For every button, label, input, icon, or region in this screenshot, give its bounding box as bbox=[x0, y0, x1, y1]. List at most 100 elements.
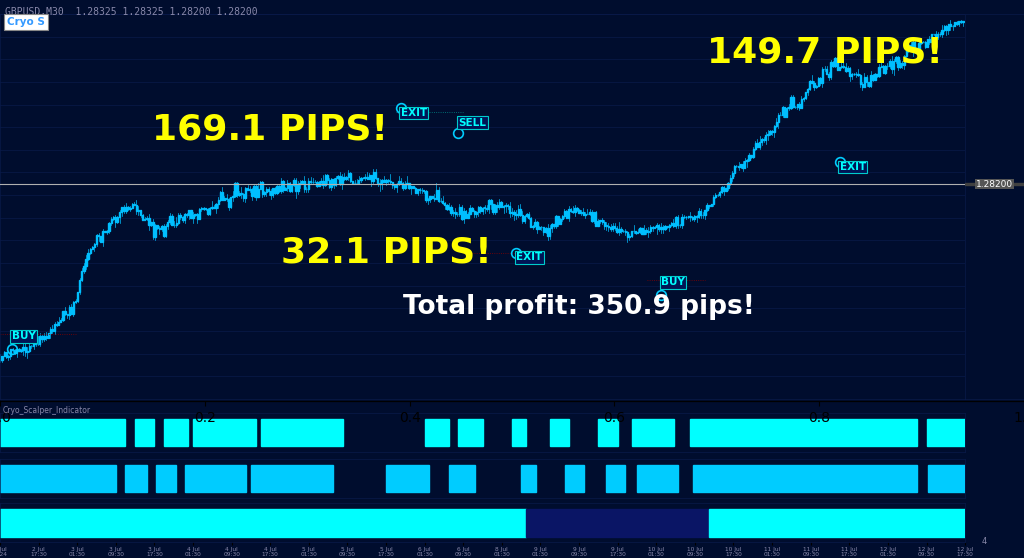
Bar bbox=[297, 184, 299, 191]
Bar bbox=[325, 175, 326, 185]
Bar bbox=[449, 207, 450, 209]
Bar bbox=[782, 108, 783, 115]
Bar bbox=[543, 227, 544, 232]
Bar bbox=[945, 26, 947, 30]
Text: Cryo S: Cryo S bbox=[7, 17, 45, 27]
Bar bbox=[425, 418, 449, 446]
Bar bbox=[389, 181, 391, 182]
Bar bbox=[459, 418, 482, 446]
Bar bbox=[943, 26, 945, 30]
Bar bbox=[830, 62, 831, 76]
Bar bbox=[153, 222, 154, 237]
Bar bbox=[537, 222, 538, 229]
Bar bbox=[524, 216, 525, 222]
Bar bbox=[705, 210, 706, 215]
Bar bbox=[303, 181, 305, 189]
Bar bbox=[323, 181, 324, 185]
Bar bbox=[272, 188, 273, 195]
Bar bbox=[291, 185, 292, 191]
Bar bbox=[815, 86, 817, 87]
Bar bbox=[301, 181, 303, 183]
Bar bbox=[553, 224, 555, 226]
Bar bbox=[144, 219, 145, 220]
Bar bbox=[285, 188, 286, 190]
Bar bbox=[100, 236, 101, 242]
Text: SELL: SELL bbox=[459, 118, 486, 128]
Bar bbox=[67, 314, 68, 315]
Bar bbox=[499, 201, 500, 206]
Bar bbox=[572, 210, 573, 212]
Bar bbox=[442, 201, 443, 203]
Bar bbox=[411, 186, 412, 188]
Bar bbox=[429, 196, 431, 199]
Bar bbox=[45, 335, 47, 338]
Bar bbox=[73, 302, 74, 314]
Text: BUY: BUY bbox=[662, 277, 685, 287]
Bar bbox=[136, 205, 137, 211]
Bar bbox=[259, 182, 261, 189]
Bar bbox=[919, 44, 920, 52]
Bar bbox=[23, 347, 24, 350]
Bar bbox=[419, 189, 420, 190]
Bar bbox=[239, 193, 240, 195]
Bar bbox=[833, 62, 834, 66]
Text: EXIT: EXIT bbox=[516, 252, 543, 262]
Bar bbox=[671, 223, 672, 225]
Bar bbox=[383, 180, 385, 182]
Bar bbox=[142, 214, 143, 220]
Bar bbox=[209, 208, 211, 214]
Bar bbox=[398, 181, 399, 184]
Bar bbox=[826, 69, 827, 74]
Bar bbox=[828, 74, 829, 76]
Bar bbox=[761, 138, 762, 142]
Bar bbox=[96, 235, 97, 244]
Bar bbox=[14, 350, 15, 353]
Bar bbox=[62, 311, 63, 320]
Bar bbox=[610, 228, 611, 229]
Bar bbox=[126, 464, 146, 492]
Bar bbox=[579, 210, 580, 213]
Bar bbox=[820, 78, 821, 84]
Bar bbox=[339, 176, 341, 184]
Bar bbox=[89, 249, 91, 253]
Bar bbox=[3, 353, 5, 356]
Bar bbox=[637, 464, 678, 492]
Bar bbox=[793, 97, 794, 107]
Bar bbox=[400, 181, 401, 183]
Bar bbox=[94, 244, 95, 247]
Bar bbox=[740, 164, 741, 167]
Bar bbox=[253, 186, 255, 196]
Text: EXIT: EXIT bbox=[840, 162, 866, 172]
Bar bbox=[50, 329, 51, 333]
Bar bbox=[859, 75, 861, 84]
Bar bbox=[857, 74, 859, 75]
Bar bbox=[169, 215, 171, 222]
Bar bbox=[895, 57, 897, 60]
Bar bbox=[570, 209, 571, 210]
Bar bbox=[79, 280, 80, 292]
Bar bbox=[707, 205, 708, 210]
Bar bbox=[650, 227, 651, 232]
Bar bbox=[190, 210, 191, 218]
Bar bbox=[903, 56, 905, 65]
Bar bbox=[612, 225, 613, 229]
Bar bbox=[151, 222, 152, 225]
Bar bbox=[631, 232, 632, 235]
Bar bbox=[327, 175, 328, 180]
Bar bbox=[608, 225, 609, 228]
Bar bbox=[635, 232, 636, 233]
Bar bbox=[186, 214, 187, 215]
Bar bbox=[417, 189, 418, 193]
Bar bbox=[331, 179, 332, 186]
Text: BUY: BUY bbox=[11, 331, 36, 341]
Bar bbox=[870, 75, 871, 86]
Bar bbox=[295, 180, 297, 191]
Bar bbox=[193, 418, 256, 446]
Bar bbox=[266, 189, 267, 193]
Bar bbox=[193, 215, 194, 218]
Bar bbox=[111, 219, 112, 223]
Bar bbox=[599, 220, 601, 221]
Bar bbox=[119, 213, 120, 217]
Bar bbox=[847, 68, 848, 71]
Bar bbox=[175, 223, 177, 225]
